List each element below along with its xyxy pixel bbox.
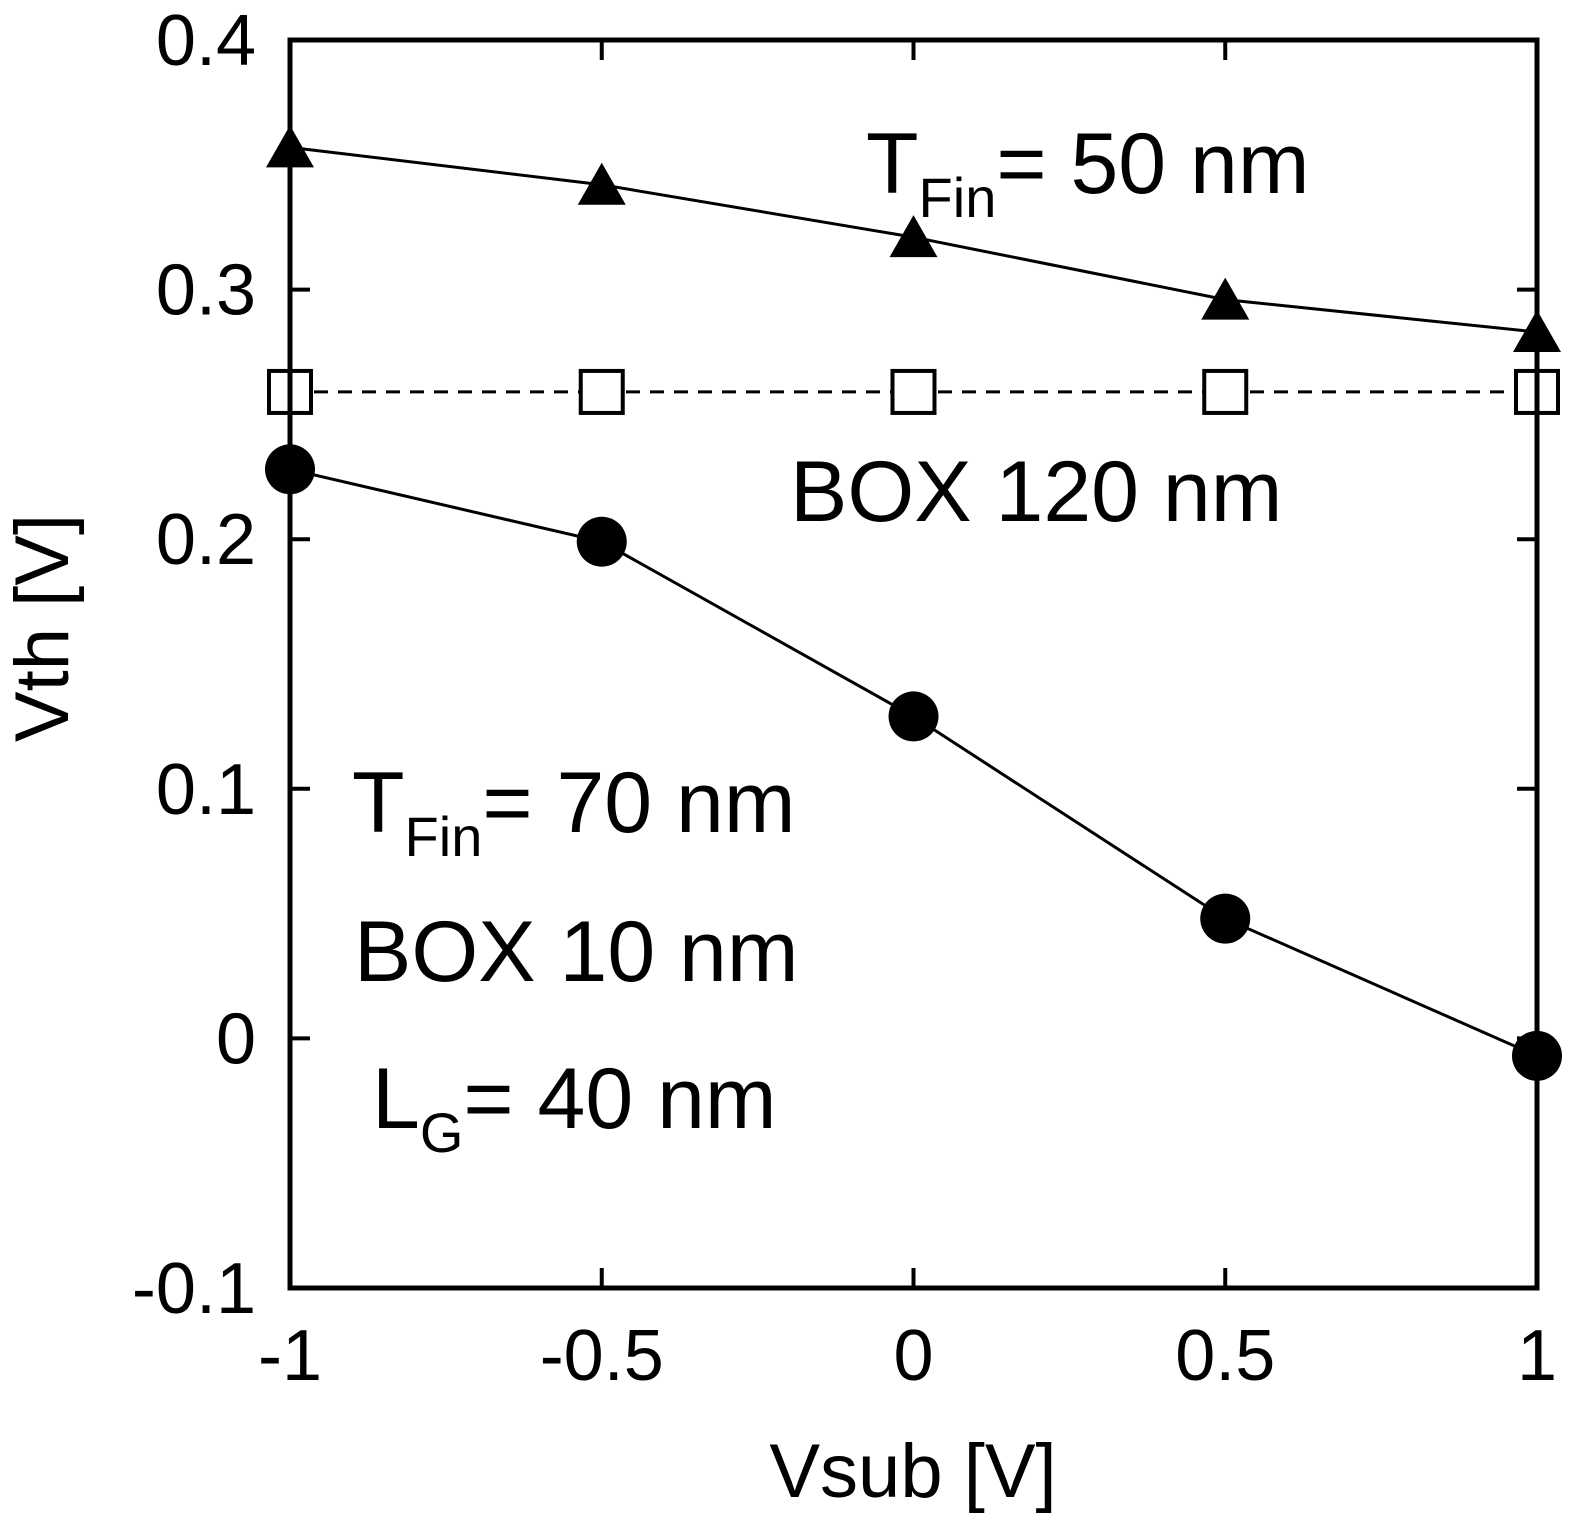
annotation-lg: LG= 40 nm [372,1051,777,1164]
y-tick-label: 0.4 [156,1,256,81]
annotation-tfin-70-main: T [352,755,405,851]
y-tick-label: 0.2 [156,500,256,580]
data-point-triangle [1201,277,1250,320]
x-tick-label: -1 [258,1316,322,1396]
x-tick-label: -0.5 [540,1316,664,1396]
data-point-square [1202,368,1249,415]
annotation-tfin-50-rest: = 50 nm [996,116,1309,212]
x-tick-label: 0 [893,1316,933,1396]
annotation-tfin-50: TFin= 50 nm [866,116,1309,229]
annotation-tfin-50-main: T [866,116,919,212]
annotation-tfin-70-rest: = 70 nm [482,755,795,851]
data-point-triangle [577,162,626,205]
annotation-tfin-50-sub: Fin [919,166,997,229]
annotation-box-120: BOX 120 nm [790,444,1282,540]
y-tick-label: 0.3 [156,251,256,331]
data-point-triangle [889,215,938,258]
data-point-circle [1200,893,1251,944]
annotation-box-10: BOX 10 nm [354,904,799,1000]
svg-text:TFin= 70 nm: TFin= 70 nm [352,755,795,868]
annotation-lg-sub: G [420,1101,464,1164]
data-point-square [890,368,937,415]
data-point-circle [576,516,627,567]
tick-labels: -1 -0.5 0 0.5 1 -0.1 0 0.1 0.2 0.3 0.4 [132,1,1557,1396]
x-axis-title: Vsub [V] [769,1429,1056,1514]
series-square-open [267,368,1560,415]
annotation-lg-main: L [372,1051,420,1147]
data-point-circle [888,691,939,742]
series-circle-filled [265,444,1562,1081]
y-tick-label: 0.1 [156,750,256,830]
data-point-square [578,368,625,415]
x-tick-label: 0.5 [1175,1316,1275,1396]
y-tick-label: -0.1 [132,1249,256,1329]
annotation-tfin-70-sub: Fin [405,805,483,868]
plot-frame [287,37,1540,1291]
annotation-tfin-70: TFin= 70 nm [352,755,795,868]
annotation-lg-rest: = 40 nm [463,1051,776,1147]
svg-text:TFin= 50 nm: TFin= 50 nm [866,116,1309,229]
x-tick-label: 1 [1517,1316,1557,1396]
svg-text:LG= 40 nm: LG= 40 nm [372,1051,777,1164]
y-tick-label: 0 [216,999,256,1079]
y-axis-title: Vth [V] [0,514,85,742]
